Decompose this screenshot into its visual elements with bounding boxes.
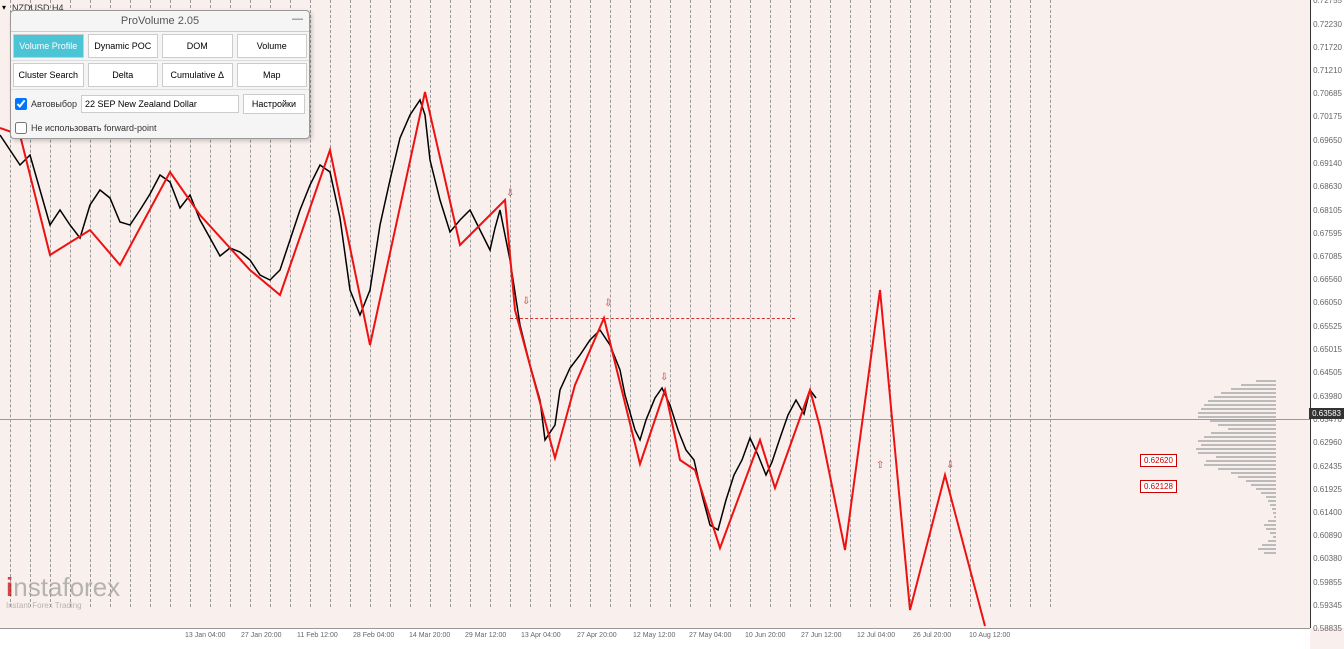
auto-label: Автовыбор (31, 99, 77, 109)
x-tick: 27 Jun 12:00 (801, 632, 841, 639)
volume-profile (1196, 0, 1276, 628)
y-tick: 0.62435 (1313, 462, 1342, 471)
y-tick: 0.59345 (1313, 601, 1342, 610)
x-tick: 14 Mar 20:00 (409, 632, 450, 639)
y-tick: 0.65525 (1313, 322, 1342, 331)
logo: iinstaforexnstaforex Instant Forex Tradi… (6, 572, 120, 610)
y-tick: 0.61400 (1313, 508, 1342, 517)
x-tick: 29 Mar 12:00 (465, 632, 506, 639)
panel-button[interactable]: DOM (162, 34, 233, 58)
x-tick: 12 Jul 04:00 (857, 632, 895, 639)
y-axis: 0.72755 0.72230 0.71720 0.71210 0.70685 0.701… (1310, 0, 1344, 628)
arrow-marker: ⇧ (876, 460, 884, 471)
y-tick: 0.72755 (1313, 0, 1342, 5)
instrument-select[interactable] (81, 95, 239, 113)
y-tick: 0.61925 (1313, 485, 1342, 494)
x-tick: 27 May 04:00 (689, 632, 731, 639)
panel-title: ProVolume 2.05 (121, 15, 199, 27)
x-tick: 28 Feb 04:00 (353, 632, 394, 639)
panel-button[interactable]: Volume (237, 34, 308, 58)
x-tick: 13 Apr 04:00 (521, 632, 561, 639)
price-label: 0.62128 (1140, 480, 1177, 493)
panel-button[interactable]: Cumulative Δ (162, 63, 233, 87)
logo-text: iinstaforexnstaforex (6, 572, 120, 603)
y-tick: 0.67595 (1313, 229, 1342, 238)
current-price-label: 0.63583 (1309, 408, 1344, 419)
y-tick: 0.60890 (1313, 531, 1342, 540)
panel-button[interactable]: Dynamic POC (88, 34, 159, 58)
x-tick: 27 Jan 20:00 (241, 632, 281, 639)
x-tick: 12 May 12:00 (633, 632, 675, 639)
auto-checkbox[interactable] (15, 98, 27, 110)
x-axis: 13 Jan 04:00 27 Jan 20:00 11 Feb 12:00 28 F… (0, 628, 1310, 649)
arrow-marker: ⇩ (604, 298, 612, 309)
y-tick: 0.64505 (1313, 368, 1342, 377)
arrow-marker: ⇩ (522, 296, 530, 307)
y-tick: 0.71720 (1313, 43, 1342, 52)
panel-title-bar[interactable]: ProVolume 2.05 — (11, 11, 309, 32)
provolume-panel[interactable]: ProVolume 2.05 — Volume ProfileDynamic P… (10, 10, 310, 139)
y-tick: 0.71210 (1313, 66, 1342, 75)
x-tick: 10 Jun 20:00 (745, 632, 785, 639)
y-tick: 0.72230 (1313, 20, 1342, 29)
y-tick: 0.68630 (1313, 182, 1342, 191)
y-tick: 0.62960 (1313, 438, 1342, 447)
arrow-marker: ⇩ (946, 460, 954, 471)
panel-button[interactable]: Delta (88, 63, 159, 87)
arrow-marker: ⇩ (506, 188, 514, 199)
y-tick: 0.60380 (1313, 554, 1342, 563)
x-tick: 26 Jul 20:00 (913, 632, 951, 639)
y-tick: 0.67085 (1313, 252, 1342, 261)
y-tick: 0.69140 (1313, 159, 1342, 168)
y-tick: 0.63980 (1313, 392, 1342, 401)
forward-label: Не использовать forward-point (31, 123, 157, 133)
y-tick: 0.66560 (1313, 275, 1342, 284)
y-tick: 0.58835 (1313, 624, 1342, 633)
y-tick: 0.68105 (1313, 206, 1342, 215)
panel-button[interactable]: Volume Profile (13, 34, 84, 58)
forward-checkbox[interactable] (15, 122, 27, 134)
x-tick: 10 Aug 12:00 (969, 632, 1010, 639)
y-tick: 0.59855 (1313, 578, 1342, 587)
x-tick: 11 Feb 12:00 (297, 632, 338, 639)
y-tick: 0.70175 (1313, 112, 1342, 121)
arrow-marker: ⇩ (660, 372, 668, 383)
settings-button[interactable]: Настройки (243, 94, 305, 114)
y-tick: 0.66050 (1313, 298, 1342, 307)
y-tick: 0.69650 (1313, 136, 1342, 145)
y-tick: 0.70685 (1313, 89, 1342, 98)
panel-button[interactable]: Map (237, 63, 308, 87)
y-tick: 0.65015 (1313, 345, 1342, 354)
panel-button[interactable]: Cluster Search (13, 63, 84, 87)
x-tick: 13 Jan 04:00 (185, 632, 225, 639)
price-label: 0.62620 (1140, 454, 1177, 467)
x-tick: 27 Apr 20:00 (577, 632, 617, 639)
minimize-icon[interactable]: — (292, 13, 303, 25)
